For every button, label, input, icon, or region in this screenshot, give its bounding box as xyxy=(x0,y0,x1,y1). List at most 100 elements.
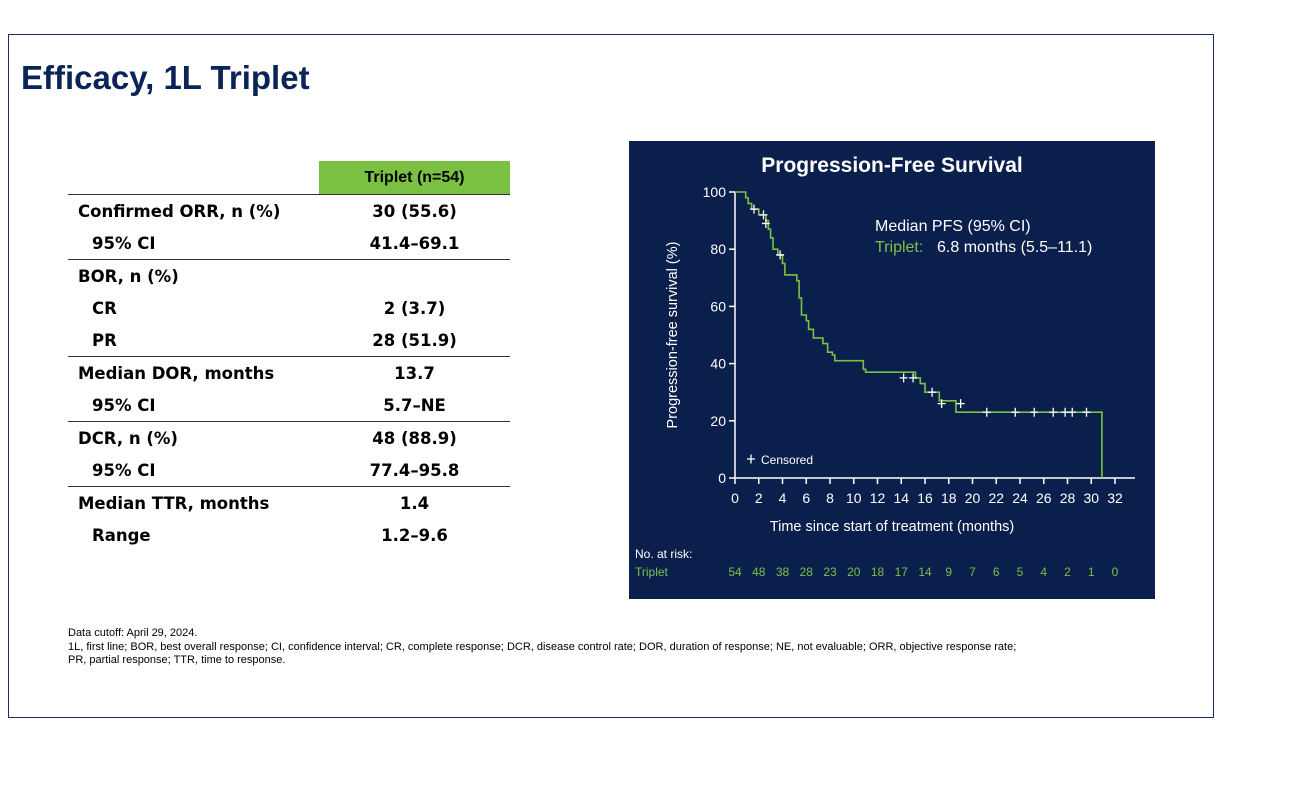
censored-mark xyxy=(1011,407,1020,417)
x-tick-label: 14 xyxy=(893,490,909,506)
x-tick-label: 20 xyxy=(965,490,981,506)
footnote-line: Data cutoff: April 29, 2024. xyxy=(68,627,198,639)
censored-mark xyxy=(982,407,991,417)
censored-mark xyxy=(1049,407,1058,417)
x-tick-label: 4 xyxy=(779,490,787,506)
row-label: Median TTR, months xyxy=(78,493,270,513)
footnote-line: PR, partial response; TTR, time to respo… xyxy=(68,654,286,666)
table-row-group: Median DOR, months 13.7 95% CI 5.7–NE xyxy=(68,357,510,422)
censored-mark xyxy=(1061,407,1070,417)
row-value: 30 (55.6) xyxy=(372,201,457,221)
censored-mark xyxy=(776,250,785,260)
censored-mark xyxy=(759,210,768,220)
slide: Efficacy, 1L Triplet Triplet (n=54) Conf… xyxy=(8,34,1214,718)
slide-title: Efficacy, 1L Triplet xyxy=(21,59,310,96)
risk-table-value: 23 xyxy=(823,565,837,579)
risk-table-value: 14 xyxy=(918,565,932,579)
x-tick-label: 28 xyxy=(1060,490,1076,506)
table-row: Median TTR, months 1.4 xyxy=(68,487,510,519)
table-row: PR 28 (51.9) xyxy=(68,324,510,356)
row-label: PR xyxy=(92,330,117,350)
risk-table-value: 18 xyxy=(871,565,885,579)
risk-table-value: 48 xyxy=(752,565,766,579)
risk-table-value: 4 xyxy=(1040,565,1047,579)
row-value: 77.4–95.8 xyxy=(369,460,460,480)
x-tick-label: 16 xyxy=(917,490,933,506)
row-value: 13.7 xyxy=(394,363,435,383)
x-tick-label: 6 xyxy=(802,490,810,506)
x-tick-label: 0 xyxy=(731,490,739,506)
y-tick-label: 100 xyxy=(703,184,727,200)
row-label: Range xyxy=(92,525,151,545)
row-label: 95% CI xyxy=(92,395,156,415)
row-label: 95% CI xyxy=(92,460,156,480)
table-row-group: BOR, n (%) CR 2 (3.7) PR 28 (51.9) xyxy=(68,260,510,357)
footnote-line: 1L, first line; BOR, best overall respon… xyxy=(68,640,1017,653)
censored-mark xyxy=(909,373,918,383)
y-tick-label: 0 xyxy=(718,470,726,486)
risk-table-value: 17 xyxy=(895,565,909,579)
x-tick-label: 2 xyxy=(755,490,763,506)
chart-title: Progression-Free Survival xyxy=(761,154,1022,177)
censored-mark xyxy=(1068,407,1077,417)
row-label: 95% CI xyxy=(92,233,156,253)
row-value: 48 (88.9) xyxy=(372,428,457,448)
y-tick-label: 40 xyxy=(710,356,726,372)
x-tick-label: 8 xyxy=(826,490,834,506)
table-row-group: Median TTR, months 1.4 Range 1.2–9.6 xyxy=(68,487,510,551)
table-row: 95% CI 5.7–NE xyxy=(68,389,510,421)
efficacy-table: Triplet (n=54) Confirmed ORR, n (%) 30 (5… xyxy=(68,161,510,551)
y-tick-label: 60 xyxy=(710,298,726,314)
risk-table-heading: No. at risk: xyxy=(635,547,692,561)
table-row: Range 1.2–9.6 xyxy=(68,519,510,551)
table-row: 95% CI 77.4–95.8 xyxy=(68,454,510,486)
risk-table-value: 20 xyxy=(847,565,861,579)
risk-table-value: 2 xyxy=(1064,565,1071,579)
censored-mark xyxy=(899,373,908,383)
row-label: DCR, n (%) xyxy=(78,428,178,448)
x-tick-label: 24 xyxy=(1012,490,1028,506)
censored-mark xyxy=(1082,407,1091,417)
row-value: 41.4–69.1 xyxy=(369,233,460,253)
censored-mark xyxy=(761,218,770,228)
risk-table-value: 38 xyxy=(776,565,790,579)
row-value: 1.2–9.6 xyxy=(381,525,448,545)
censored-mark xyxy=(1030,407,1039,417)
pfs-chart: Progression-Free Survival 0 20 40 60 80 100 0 2 4… xyxy=(629,141,1155,599)
median-pfs-series-label: Triplet: xyxy=(875,239,923,256)
x-tick-label: 18 xyxy=(941,490,957,506)
row-value: 5.7–NE xyxy=(383,395,446,415)
table-row: BOR, n (%) xyxy=(68,260,510,292)
row-label: Confirmed ORR, n (%) xyxy=(78,201,281,221)
y-axis-label: Progression-free survival (%) xyxy=(665,242,681,429)
table-row: DCR, n (%) 48 (88.9) xyxy=(68,422,510,454)
table-row: Median DOR, months 13.7 xyxy=(68,357,510,389)
risk-table-value: 5 xyxy=(1017,565,1024,579)
table-row: CR 2 (3.7) xyxy=(68,292,510,324)
median-pfs-value: 6.8 months (5.5–11.1) xyxy=(937,239,1092,256)
table-row-group: Confirmed ORR, n (%) 30 (55.6) 95% CI 41.4–… xyxy=(68,195,510,260)
y-tick-label: 20 xyxy=(710,413,726,429)
risk-table-value: 6 xyxy=(993,565,1000,579)
x-tick-label: 30 xyxy=(1083,490,1099,506)
y-tick-label: 80 xyxy=(710,241,726,257)
risk-table-value: 7 xyxy=(969,565,976,579)
censored-mark xyxy=(937,399,946,409)
table-row-group: DCR, n (%) 48 (88.9) 95% CI 77.4–95.8 xyxy=(68,422,510,487)
risk-table-value: 54 xyxy=(728,565,742,579)
censored-mark xyxy=(928,387,937,397)
x-tick-label: 10 xyxy=(846,490,862,506)
x-tick-label: 22 xyxy=(988,490,1004,506)
row-value: 28 (51.9) xyxy=(372,330,457,350)
x-axis-label: Time since start of treatment (months) xyxy=(770,519,1014,535)
footnotes: Data cutoff: April 29, 2024. 1L, first l… xyxy=(68,627,1168,668)
legend-censored-icon xyxy=(747,454,755,464)
table-header-row: Triplet (n=54) xyxy=(68,161,510,195)
risk-table-value: 9 xyxy=(945,565,952,579)
legend-censored-label: Censored xyxy=(761,453,813,467)
risk-table-value: 1 xyxy=(1088,565,1095,579)
censored-mark xyxy=(956,399,965,409)
table-body: Confirmed ORR, n (%) 30 (55.6) 95% CI 41.4–… xyxy=(68,195,510,551)
row-label: CR xyxy=(92,298,117,318)
